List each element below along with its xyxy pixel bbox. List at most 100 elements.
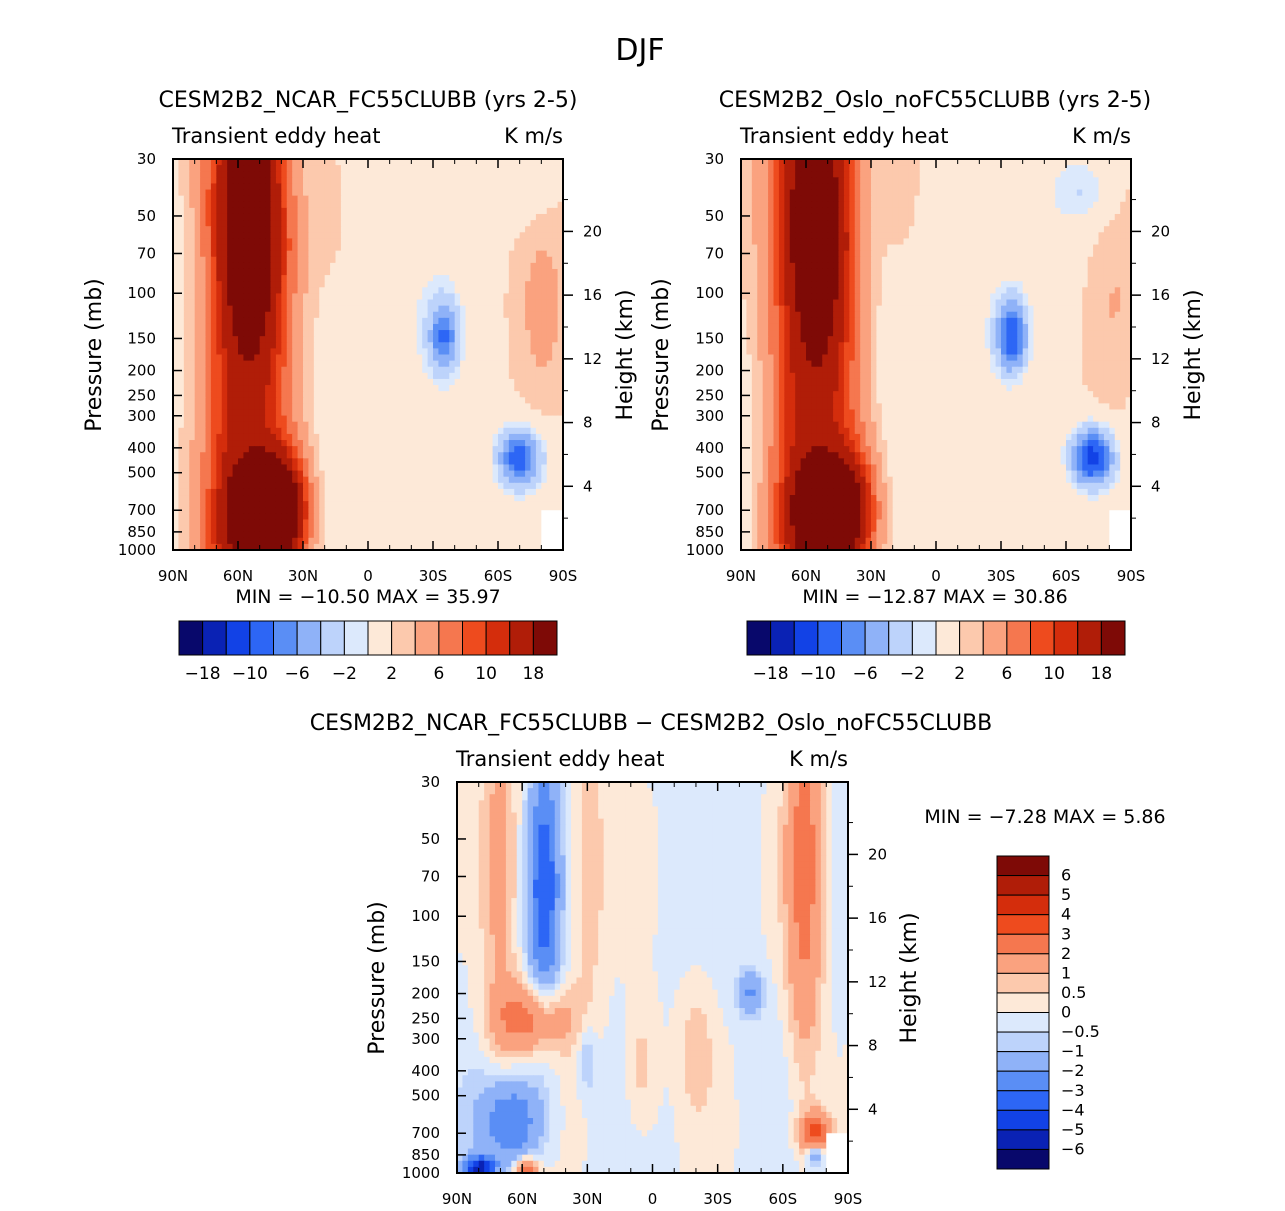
field-cell (438, 183, 445, 191)
field-cell (254, 268, 261, 276)
field-cell (449, 440, 456, 447)
field-cell (265, 159, 272, 166)
field-cell (405, 452, 412, 459)
field-cell (265, 293, 272, 301)
field-cell (297, 238, 304, 246)
field-cell (525, 433, 532, 441)
field-cell (308, 513, 315, 521)
field-cell (373, 336, 380, 343)
field-cell (525, 427, 532, 435)
field-cell (1022, 165, 1029, 172)
field-cell (487, 262, 494, 270)
field-cell (194, 311, 201, 319)
field-cell (508, 519, 515, 527)
field-cell (205, 226, 212, 233)
field-cell (292, 415, 299, 423)
field-cell (952, 159, 959, 166)
field-cell (238, 366, 245, 374)
field-cell (362, 336, 369, 343)
field-cell (189, 213, 196, 221)
field-cell (465, 311, 472, 319)
field-cell (546, 415, 553, 423)
field-cell (330, 201, 337, 209)
field-cell (194, 537, 201, 545)
field-cell (449, 366, 456, 374)
field-cell (270, 372, 277, 380)
field-cell (557, 378, 564, 386)
field-cell (438, 488, 445, 496)
field-cell (368, 366, 375, 374)
field-cell (405, 366, 412, 374)
field-cell (330, 501, 337, 508)
field-cell (227, 171, 234, 178)
panel-2-subtitle-right: K m/s (1072, 124, 1131, 148)
field-cell (449, 415, 456, 423)
field-cell (416, 213, 423, 221)
field-cell (205, 311, 212, 319)
field-cell (232, 189, 239, 197)
field-cell (335, 372, 342, 380)
field-cell (254, 531, 261, 539)
field-cell (411, 452, 418, 459)
field-cell (378, 268, 385, 276)
field-cell (373, 348, 380, 356)
field-cell (216, 360, 223, 368)
field-cell (389, 317, 396, 325)
field-cell (400, 348, 407, 356)
field-cell (227, 495, 234, 502)
field-cell (405, 488, 412, 496)
field-cell (319, 165, 326, 172)
field-cell (378, 385, 385, 392)
field-cell (519, 268, 526, 276)
field-cell (487, 213, 494, 221)
field-cell (227, 513, 234, 521)
field-cell (319, 226, 326, 233)
field-cell (503, 421, 510, 429)
field-cell (395, 342, 402, 349)
field-cell (541, 171, 548, 178)
field-cell (514, 311, 521, 319)
field-cell (173, 433, 180, 441)
field-cell (357, 244, 364, 252)
field-cell (259, 281, 266, 288)
field-cell (411, 446, 418, 453)
field-cell (324, 458, 331, 466)
field-cell (470, 507, 477, 514)
field-cell (476, 232, 483, 240)
field-cell (535, 531, 542, 539)
field-cell (514, 317, 521, 325)
field-cell (508, 336, 515, 343)
field-cell (286, 281, 293, 288)
field-cell (519, 293, 526, 301)
field-cell (498, 385, 505, 392)
field-cell (275, 342, 282, 349)
field-cell (487, 482, 494, 490)
field-cell (535, 317, 542, 325)
field-cell (514, 464, 521, 472)
field-cell (216, 189, 223, 197)
field-cell (303, 299, 310, 307)
field-cell (281, 403, 288, 411)
field-cell (281, 415, 288, 423)
field-cell (346, 482, 353, 490)
field-cell (389, 403, 396, 411)
field-cell (373, 238, 380, 246)
field-cell (487, 360, 494, 368)
field-cell (194, 452, 201, 459)
field-cell (816, 171, 823, 178)
field-cell (362, 311, 369, 319)
field-cell (405, 287, 412, 295)
field-cell (422, 360, 429, 368)
field-cell (1082, 159, 1089, 166)
field-cell (525, 421, 532, 429)
field-cell (443, 348, 450, 356)
field-cell (498, 262, 505, 270)
field-cell (340, 317, 347, 325)
field-cell (189, 244, 196, 252)
y-tick-label: 700 (127, 501, 156, 519)
field-cell (427, 421, 434, 429)
field-cell (838, 159, 845, 166)
field-cell (173, 354, 180, 362)
field-cell (292, 336, 299, 343)
field-cell (384, 262, 391, 270)
